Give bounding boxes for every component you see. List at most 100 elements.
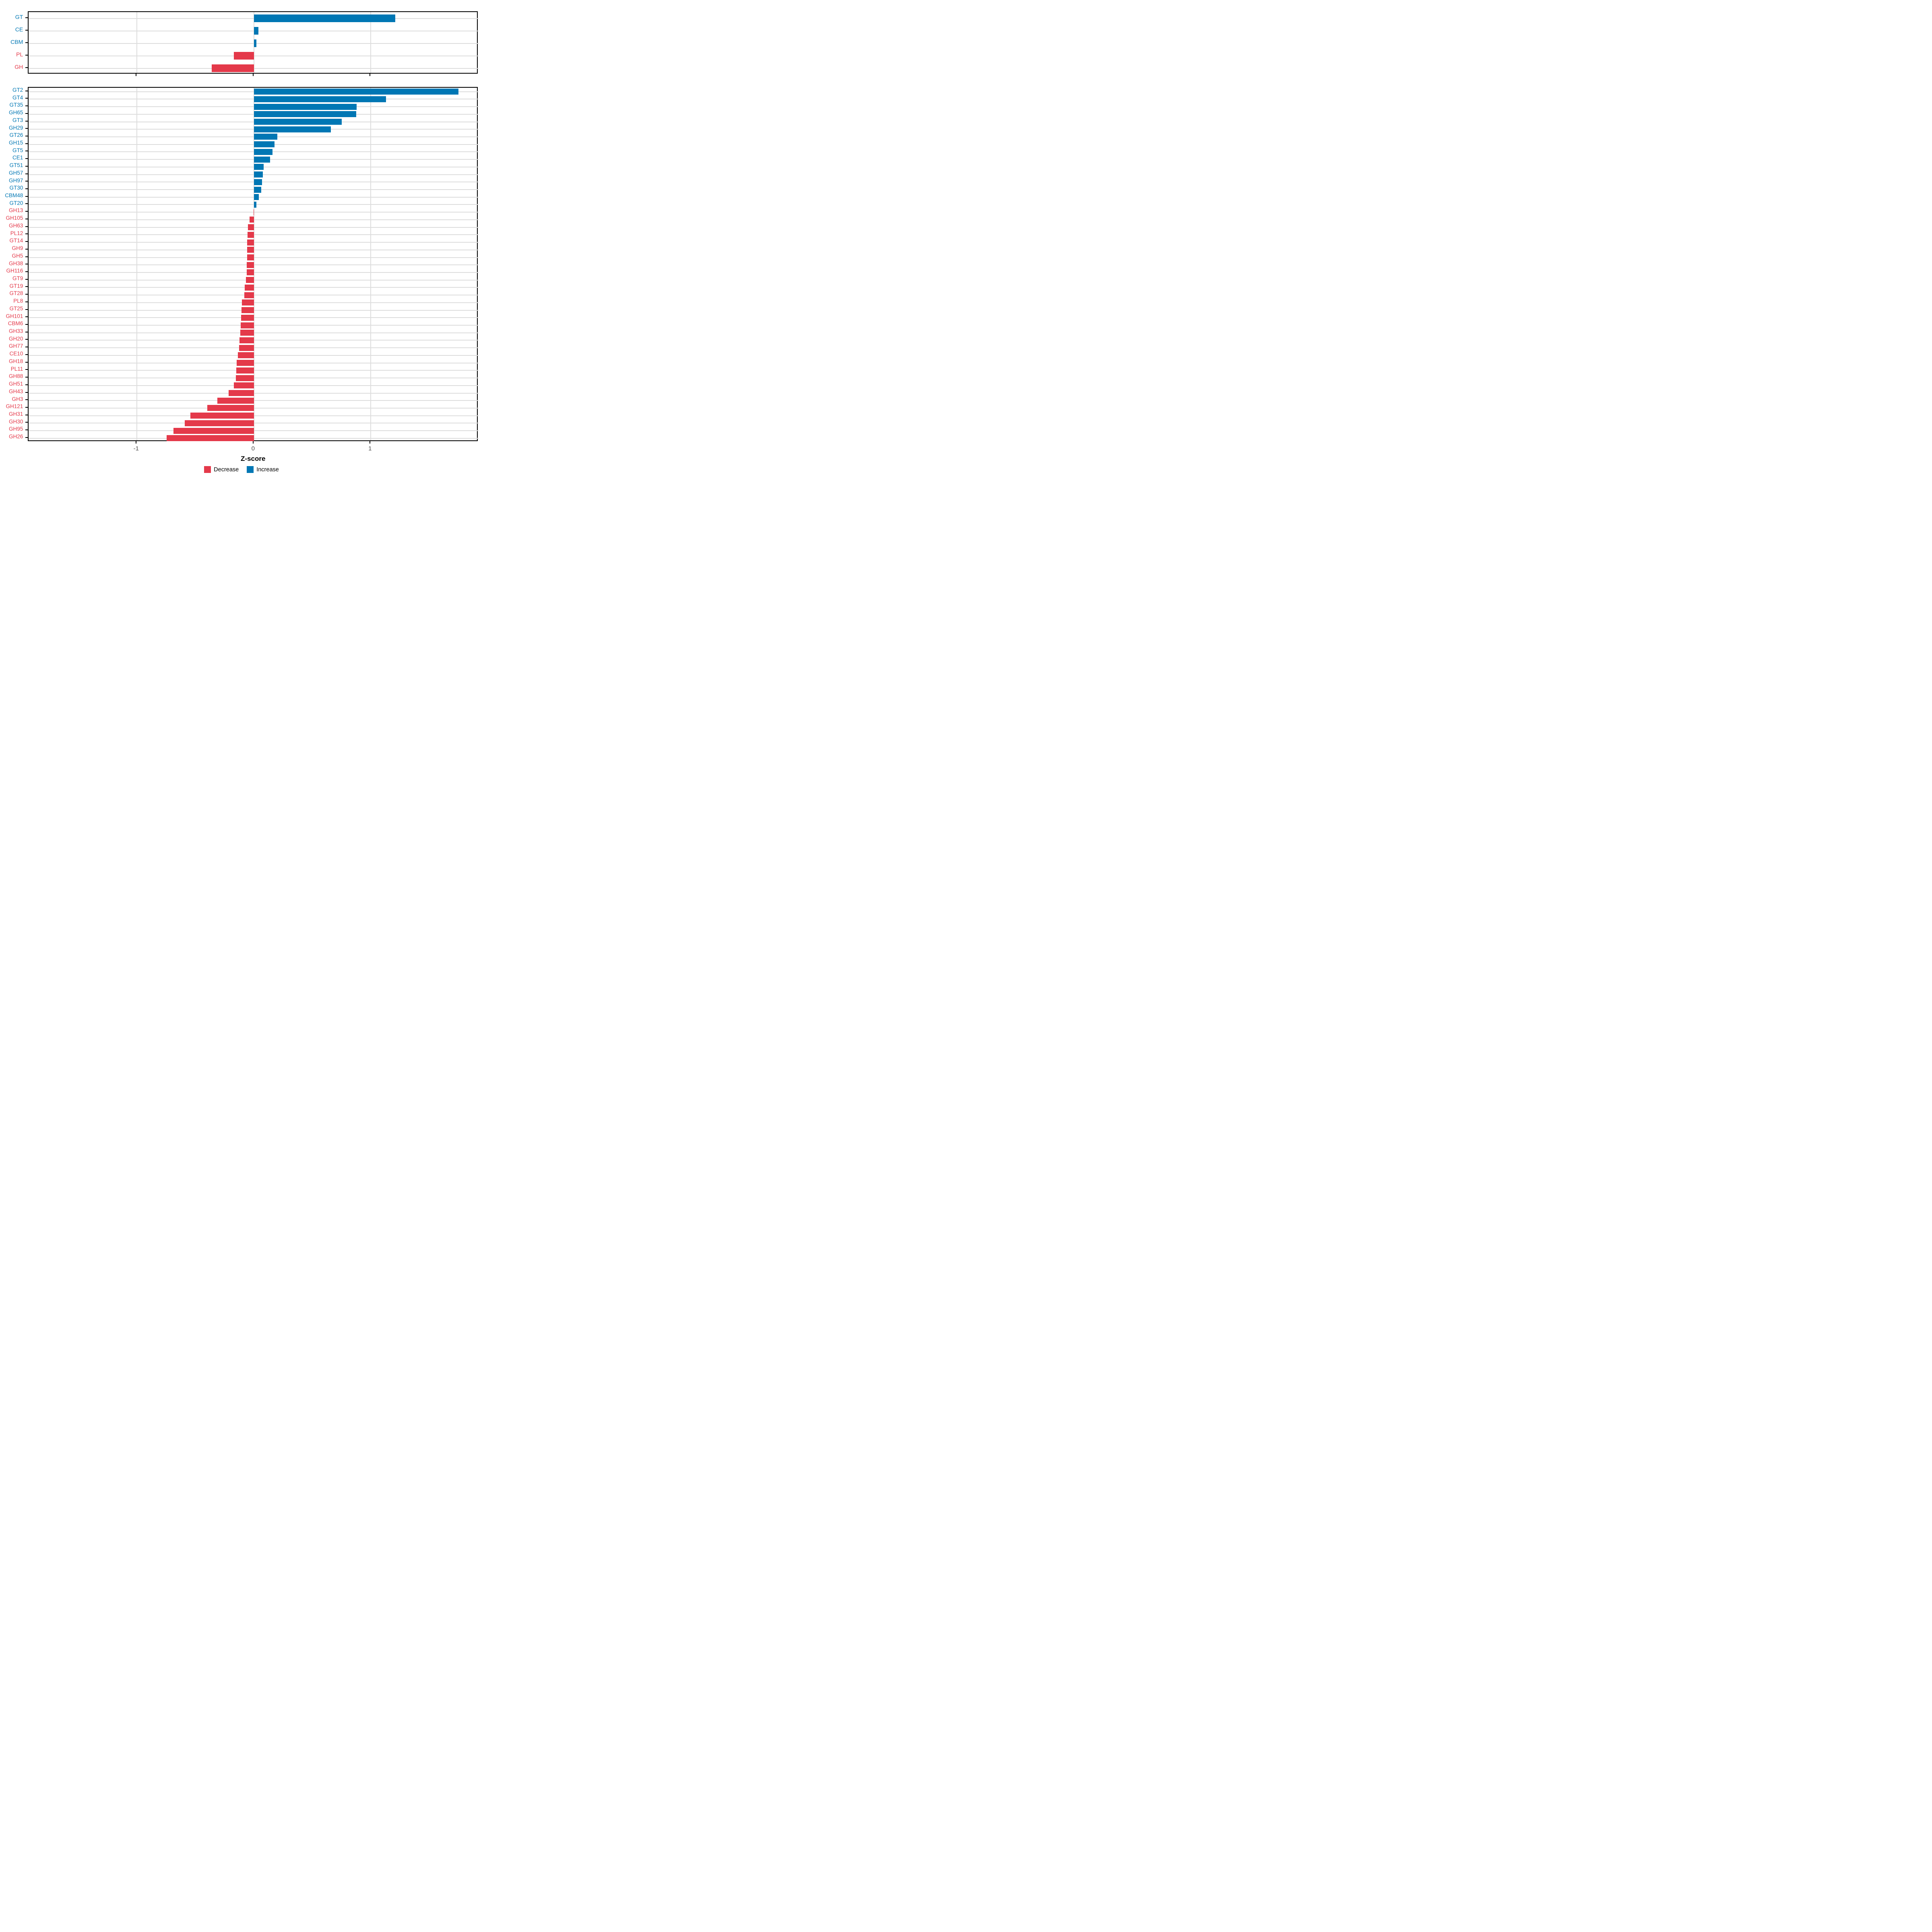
y-axis-label-GH15: GH15	[8, 139, 23, 146]
bar-CBM6	[241, 322, 254, 328]
bar-GH3	[217, 397, 254, 404]
horizontal-gridline	[29, 91, 479, 92]
bar-GH30	[185, 420, 254, 426]
bar-GT	[254, 14, 396, 23]
bar-GT14	[247, 239, 254, 246]
bar-GH29	[254, 126, 331, 132]
horizontal-gridline	[29, 43, 479, 44]
y-tick	[25, 105, 28, 107]
y-tick	[25, 377, 28, 378]
y-axis-label-GH26: GH26	[8, 433, 23, 440]
bar-GH43	[228, 390, 254, 396]
y-axis-label-GH88: GH88	[8, 373, 23, 380]
y-axis-label-GH9: GH9	[12, 245, 23, 252]
bar-GT26	[254, 134, 277, 140]
y-tick	[25, 407, 28, 408]
bar-GT20	[254, 201, 257, 208]
y-axis-label-GT30: GT30	[9, 185, 23, 191]
zscore-bar-chart-figure: Z-score Decrease Increase GT CE CBM PL GH GT2…	[0, 0, 483, 483]
y-tick	[25, 158, 28, 159]
bar-GH33	[240, 330, 254, 336]
y-tick	[25, 361, 28, 363]
bar-GH88	[235, 375, 254, 381]
bar-CE1	[254, 156, 270, 163]
y-axis-label-GT5: GT5	[12, 147, 23, 153]
bar-GT19	[245, 284, 254, 291]
y-tick	[25, 354, 28, 355]
y-tick	[25, 173, 28, 174]
y-tick	[25, 271, 28, 272]
bar-GT28	[244, 292, 254, 298]
bar-GH101	[241, 314, 254, 321]
bar-GT30	[254, 186, 262, 193]
bar-GT3	[254, 119, 342, 125]
y-axis-label-GT4: GT4	[12, 94, 23, 101]
bar-GH121	[207, 405, 254, 411]
bar-CE10	[237, 352, 254, 359]
bar-GT25	[241, 307, 254, 314]
y-axis-label-GH77: GH77	[8, 343, 23, 349]
y-tick	[25, 17, 28, 18]
y-tick	[25, 29, 28, 31]
y-tick	[25, 165, 28, 167]
horizontal-gridline	[29, 18, 479, 19]
y-axis-label-GH33: GH33	[8, 328, 23, 334]
y-tick	[25, 399, 28, 400]
horizontal-gridline	[29, 196, 479, 198]
x-axis-title: Z-score	[241, 455, 266, 462]
y-tick	[25, 324, 28, 325]
y-axis-label-GT: GT	[15, 13, 23, 20]
y-tick	[25, 392, 28, 393]
y-tick	[25, 279, 28, 280]
y-axis-label-GH65: GH65	[8, 109, 23, 116]
y-tick	[25, 437, 28, 438]
y-tick	[25, 369, 28, 370]
y-axis-label-CE: CE	[15, 26, 23, 33]
bar-GH51	[234, 382, 254, 389]
horizontal-gridline	[29, 144, 479, 145]
legend: Decrease Increase	[0, 466, 483, 473]
y-axis-label-GH3: GH3	[12, 396, 23, 402]
vertical-gridline	[370, 12, 372, 73]
bar-CBM48	[254, 194, 259, 200]
x-tick-label--1: -1	[133, 445, 139, 452]
y-tick	[25, 233, 28, 235]
legend-label-decrease: Decrease	[214, 466, 239, 473]
horizontal-gridline	[29, 174, 479, 175]
y-tick	[25, 301, 28, 302]
y-axis-label-GT3: GT3	[12, 117, 23, 123]
x-tick	[252, 441, 254, 444]
y-axis-label-GT28: GT28	[9, 290, 23, 297]
y-axis-label-CE10: CE10	[9, 351, 23, 357]
horizontal-gridline	[29, 136, 479, 137]
y-tick	[25, 54, 28, 56]
y-tick	[25, 203, 28, 204]
y-tick	[25, 120, 28, 122]
y-axis-label-GH57: GH57	[8, 169, 23, 176]
bar-GH65	[254, 111, 356, 118]
y-axis-label-GH51: GH51	[8, 381, 23, 387]
y-tick	[25, 113, 28, 114]
y-axis-label-GH101: GH101	[6, 313, 23, 319]
y-tick	[25, 429, 28, 431]
vertical-gridline	[136, 88, 138, 441]
vertical-gridline	[370, 88, 372, 441]
y-axis-label-GH30: GH30	[8, 418, 23, 425]
bar-GT4	[254, 96, 386, 102]
y-axis-label-GH121: GH121	[6, 403, 23, 410]
bar-GT9	[246, 277, 254, 283]
vertical-gridline	[136, 12, 138, 73]
horizontal-gridline	[29, 114, 479, 115]
bar-GH5	[247, 254, 254, 261]
y-tick	[25, 211, 28, 212]
y-axis-label-GH116: GH116	[6, 268, 23, 274]
bar-GH38	[247, 262, 254, 268]
horizontal-gridline	[29, 204, 479, 205]
increase-swatch-icon	[247, 466, 254, 473]
y-axis-label-GT2: GT2	[12, 87, 23, 93]
bar-GH	[212, 64, 254, 72]
y-axis-label-GT9: GT9	[12, 275, 23, 281]
y-axis-label-GH13: GH13	[8, 207, 23, 214]
legend-item-increase: Increase	[247, 466, 279, 473]
y-axis-label-GT35: GT35	[9, 102, 23, 108]
